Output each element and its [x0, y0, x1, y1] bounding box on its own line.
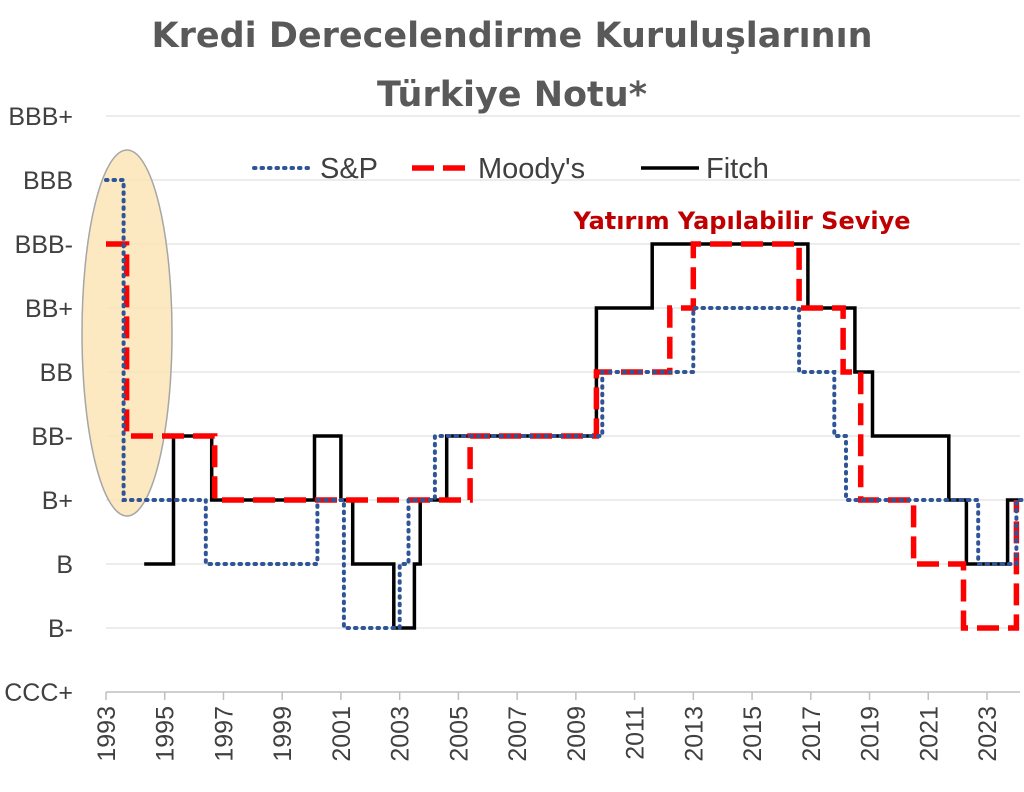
chart-title-line-2: Türkiye Notu*: [377, 75, 647, 115]
investment-grade-annotation: Yatırım Yapılabilir Seviye: [572, 207, 910, 235]
y-tick-label: CCC+: [4, 679, 73, 707]
x-tick-label: 2021: [915, 706, 943, 762]
y-tick-label: B-: [48, 615, 73, 643]
series-lines: [104, 178, 1024, 631]
x-tick-label: 2005: [445, 706, 473, 762]
legend-label-sp: S&P: [320, 153, 378, 185]
y-tick-label: B+: [42, 487, 73, 515]
gridlines: [106, 115, 1020, 693]
x-tick-label: 1995: [152, 706, 180, 762]
series-line-sp: [104, 178, 1024, 630]
x-tick-label: 2013: [680, 706, 708, 762]
x-axis-tick-labels: 1993 1995 1997 1999 2001 2003 2005 2007 2009 2011…: [93, 692, 1002, 762]
x-tick-label: 2011: [622, 706, 650, 760]
chart-title-line-1: Kredi Derecelendirme Kuruluşlarının: [151, 16, 872, 56]
legend-label-moodys: Moody's: [478, 153, 585, 185]
x-tick-label: 2017: [798, 706, 826, 762]
legend: S&P Moody's Fitch: [252, 153, 769, 185]
y-tick-label: BBB-: [15, 231, 73, 259]
x-tick-label: 1999: [269, 706, 297, 762]
x-tick-label: 2023: [974, 706, 1002, 762]
x-tick-label: 1993: [93, 706, 121, 762]
x-tick-label: 2007: [504, 706, 532, 762]
y-tick-label: BB+: [25, 295, 73, 323]
legend-label-fitch: Fitch: [706, 153, 769, 185]
x-tick-label: 2003: [387, 706, 415, 762]
y-tick-label: BB: [40, 359, 73, 387]
x-tick-label: 2009: [563, 706, 591, 762]
x-tick-label: 2001: [328, 706, 356, 762]
y-tick-label: B: [56, 551, 73, 579]
y-tick-label: BB-: [31, 423, 73, 451]
x-tick-label: 2019: [857, 706, 885, 762]
y-tick-label: BBB+: [8, 103, 73, 131]
x-tick-label: 2015: [739, 706, 767, 762]
y-tick-label: BBB: [23, 167, 73, 195]
series-line-fitch: [144, 242, 1023, 630]
series-line-moodys: [106, 241, 1020, 631]
x-tick-label: 1997: [210, 706, 238, 762]
